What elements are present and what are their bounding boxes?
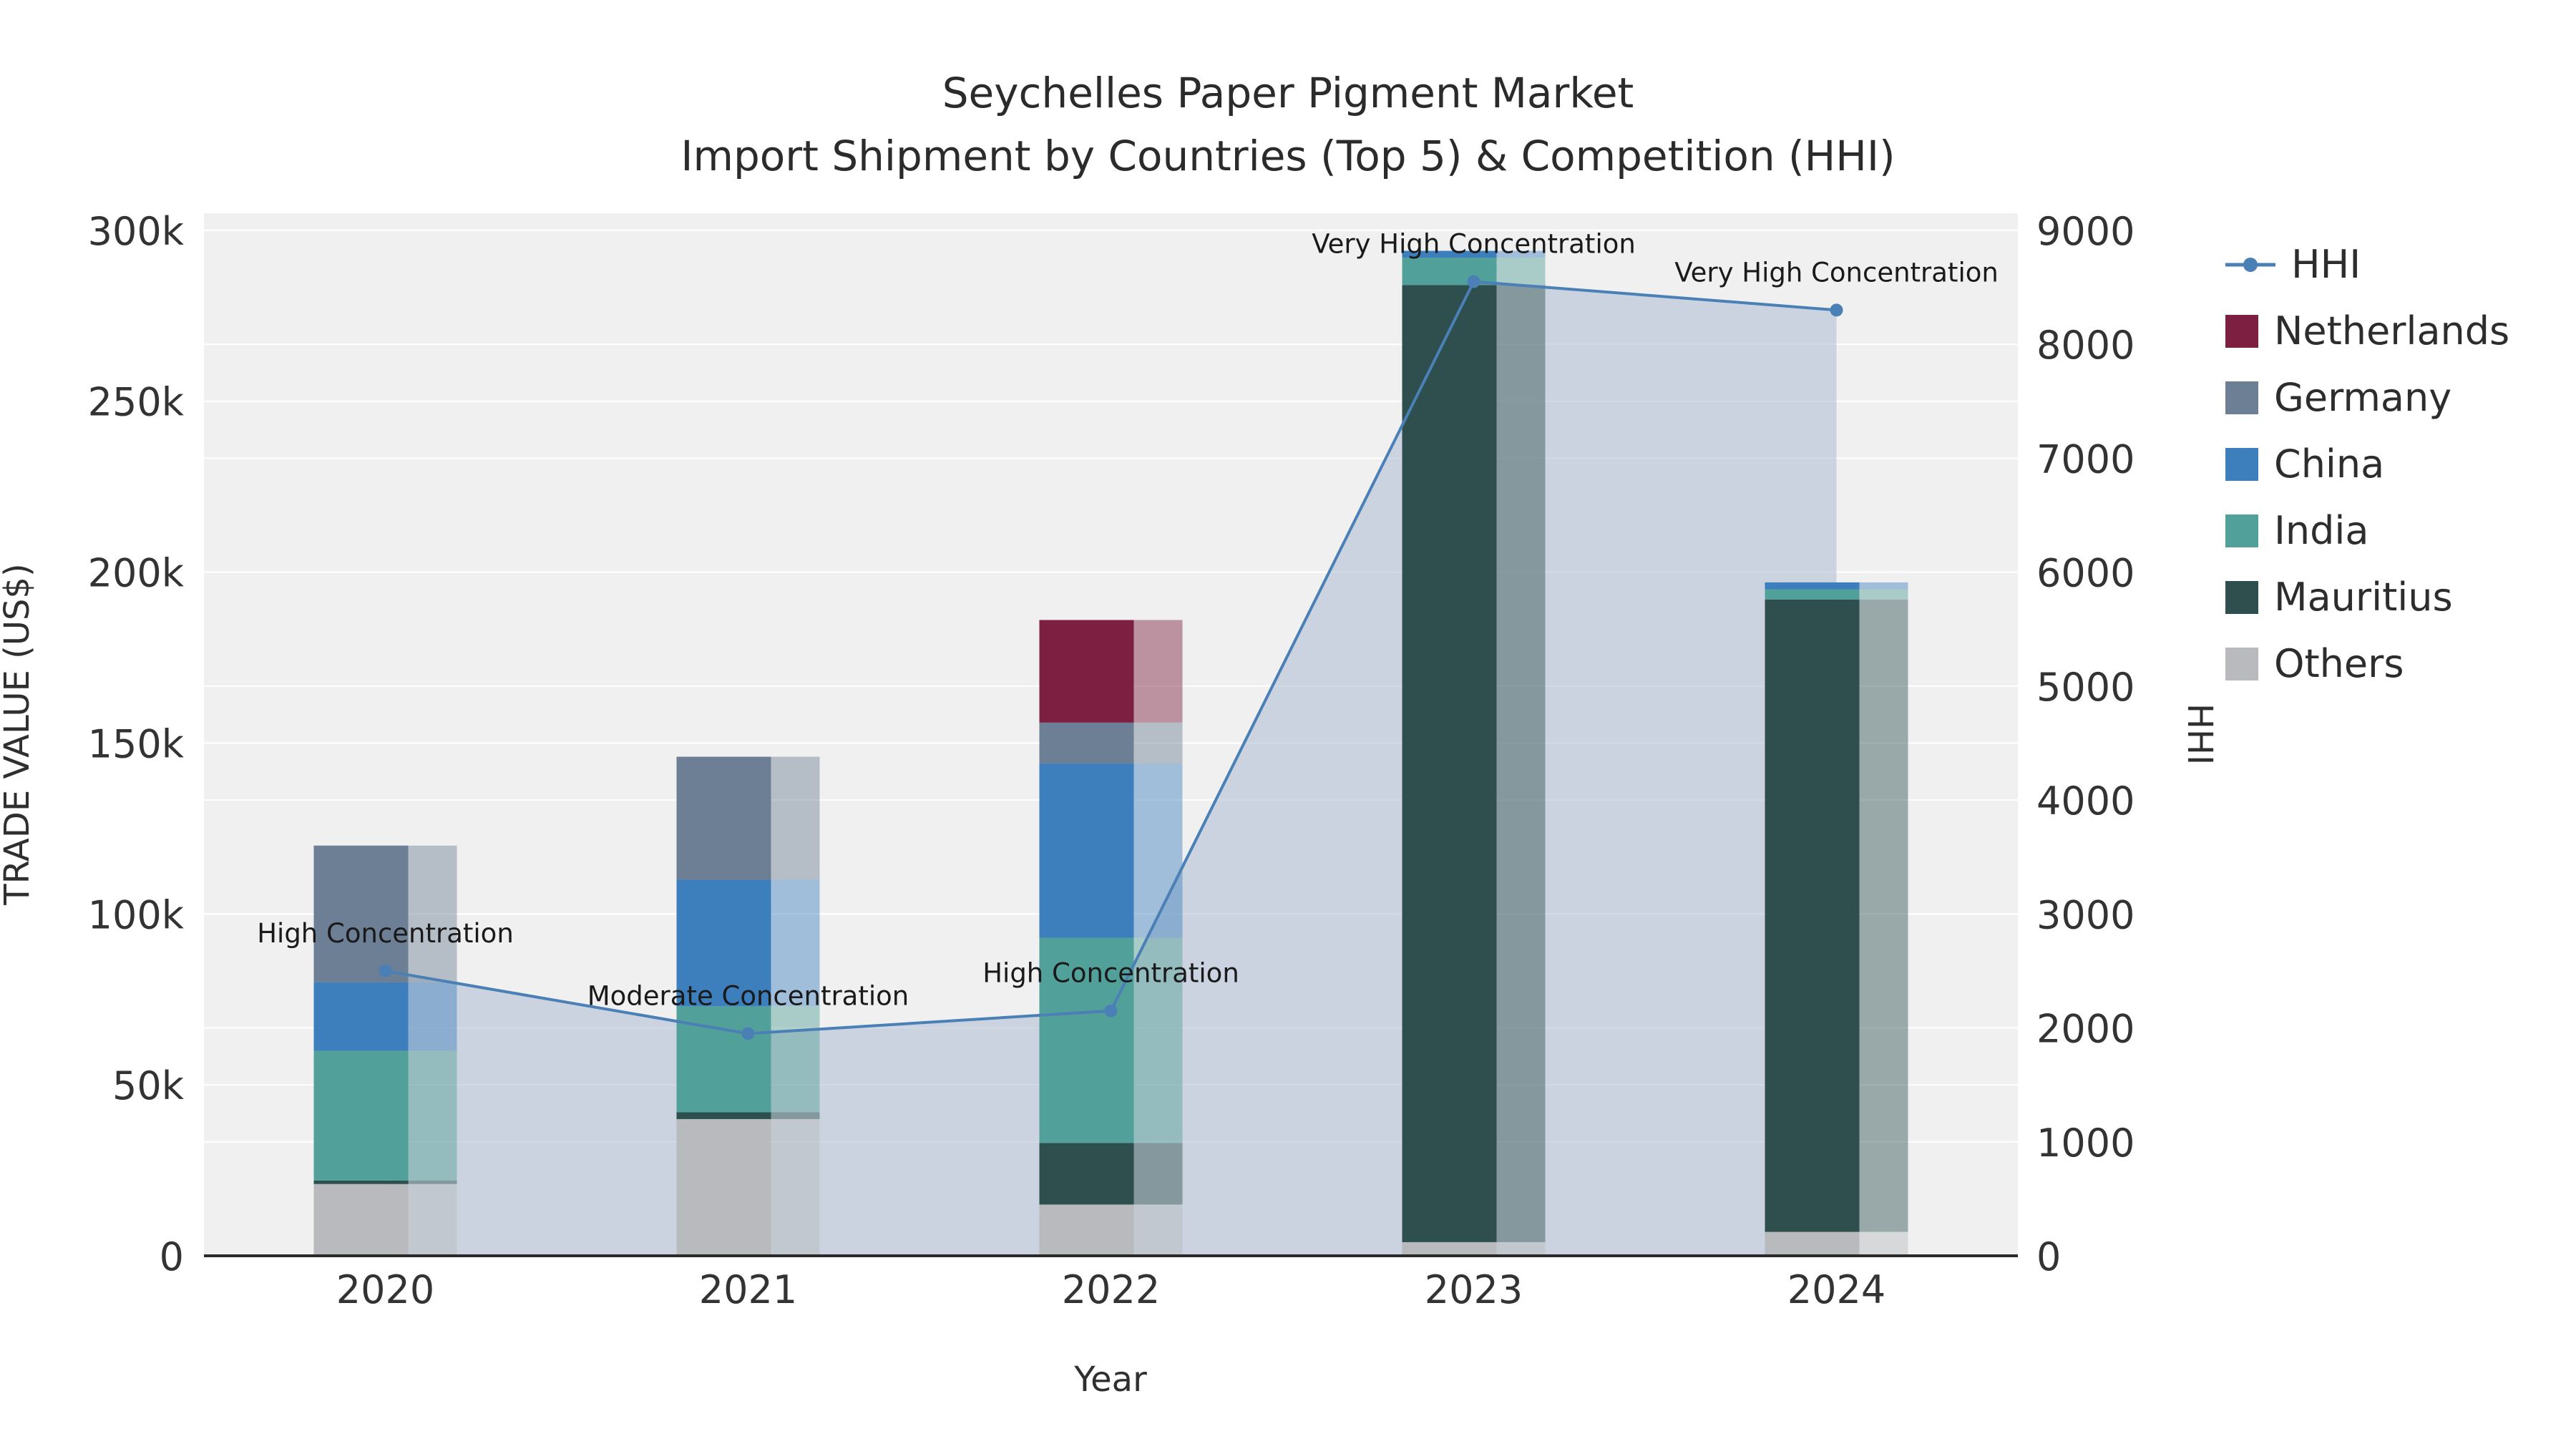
bar-mauritius-2021 — [676, 1112, 771, 1119]
chart-title-line2: Import Shipment by Countries (Top 5) & C… — [680, 132, 1896, 180]
y-left-tick-label: 50k — [112, 1063, 185, 1108]
y-right-tick-label: 4000 — [2036, 779, 2135, 824]
bar-others-2021 — [676, 1118, 771, 1256]
legend-item-germany[interactable]: Germany — [2225, 375, 2509, 420]
x-tick-label-2021: 2021 — [699, 1267, 797, 1312]
annotation-2020: High Concentration — [257, 918, 514, 949]
y-right-tick-label: 8000 — [2036, 323, 2135, 368]
bar-china-2020 — [313, 982, 409, 1051]
bar-germany-2020 — [313, 845, 409, 982]
y-left-tick-label: 200k — [88, 551, 185, 596]
bar-india-2021 — [676, 1006, 771, 1113]
y-left-tick-label: 100k — [88, 892, 185, 937]
x-tick-label-2024: 2024 — [1787, 1267, 1885, 1312]
annotation-2023: Very High Concentration — [1312, 229, 1636, 260]
legend-item-others[interactable]: Others — [2225, 641, 2509, 686]
hhi-marker-2023 — [1467, 275, 1480, 288]
bar-india-2024 — [1765, 589, 1860, 600]
legend-item-netherlands[interactable]: Netherlands — [2225, 308, 2509, 353]
legend-label: India — [2274, 508, 2369, 553]
hhi-marker-2022 — [1104, 1004, 1118, 1018]
legend-square-swatch-icon — [2225, 447, 2258, 481]
hhi-marker-2020 — [379, 964, 392, 977]
y-right-tick-label: 3000 — [2036, 892, 2135, 937]
legend-square-swatch-icon — [2225, 514, 2258, 547]
y-left-tick-label: 150k — [88, 721, 185, 766]
legend-line-swatch-icon — [2225, 257, 2275, 272]
annotation-2024: Very High Concentration — [1674, 257, 1999, 288]
y-right-tick-label: 6000 — [2036, 551, 2135, 596]
x-axis-title: Year — [1073, 1360, 1147, 1400]
legend-square-swatch-icon — [2225, 580, 2258, 614]
legend-square-swatch-icon — [2225, 647, 2258, 680]
y-left-tick-label: 300k — [88, 209, 185, 254]
legend-label: Netherlands — [2274, 308, 2510, 353]
y-right-tick-label: 0 — [2036, 1234, 2061, 1279]
y-right-tick-label: 9000 — [2036, 209, 2135, 254]
legend-label: HHI — [2291, 242, 2361, 287]
legend-square-swatch-icon — [2225, 381, 2258, 414]
y-right-tick-label: 5000 — [2036, 665, 2135, 710]
bar-mauritius-2023 — [1402, 285, 1497, 1242]
bar-netherlands-2022 — [1039, 620, 1134, 723]
x-tick-label-2023: 2023 — [1425, 1267, 1523, 1312]
legend-item-india[interactable]: India — [2225, 508, 2509, 553]
legend-item-hhi[interactable]: HHI — [2225, 242, 2509, 287]
legend-square-swatch-icon — [2225, 314, 2258, 348]
y-left-tick-label: 250k — [88, 380, 185, 425]
bar-india-2020 — [313, 1050, 409, 1181]
bar-mauritius-2022 — [1039, 1143, 1134, 1205]
annotation-2022: High Concentration — [982, 958, 1239, 989]
legend-item-mauritius[interactable]: Mauritius — [2225, 575, 2509, 620]
bar-china-2024 — [1765, 582, 1860, 590]
y-right-tick-label: 7000 — [2036, 436, 2135, 482]
bar-others-2020 — [313, 1184, 409, 1256]
bar-others-2022 — [1039, 1204, 1134, 1256]
bar-germany-2021 — [676, 756, 771, 880]
y-right-tick-label: 2000 — [2036, 1007, 2135, 1052]
y-axis-title-left: TRADE VALUE (US$) — [0, 563, 37, 905]
bar-others-2023 — [1402, 1241, 1497, 1256]
annotation-2021: Moderate Concentration — [587, 980, 909, 1011]
legend-label: Mauritius — [2274, 575, 2453, 620]
bar-mauritius-2024 — [1765, 599, 1860, 1232]
legend-label: China — [2274, 441, 2385, 487]
y-axis-title-right: HHI — [2180, 703, 2220, 765]
x-tick-label-2020: 2020 — [336, 1267, 434, 1312]
legend-label: Germany — [2274, 375, 2452, 420]
x-tick-label-2022: 2022 — [1062, 1267, 1160, 1312]
hhi-marker-2021 — [741, 1027, 755, 1040]
bar-india-2023 — [1402, 258, 1497, 286]
legend: HHI Netherlands Germany China India Mauritius… — [2225, 242, 2509, 686]
chart-title: Seychelles Paper Pigment Market Import S… — [0, 62, 2576, 187]
y-right-tick-label: 1000 — [2036, 1121, 2135, 1166]
chart-title-line1: Seychelles Paper Pigment Market — [942, 69, 1634, 117]
legend-label: Others — [2274, 641, 2404, 686]
bar-china-2022 — [1039, 763, 1134, 938]
bar-india-2022 — [1039, 937, 1134, 1143]
bar-germany-2022 — [1039, 722, 1134, 764]
hhi-marker-2024 — [1830, 303, 1843, 317]
bar-mauritius-2020 — [313, 1180, 409, 1184]
bar-china-2021 — [676, 879, 771, 1007]
bar-others-2024 — [1765, 1231, 1860, 1256]
y-left-tick-label: 0 — [160, 1234, 184, 1279]
legend-item-china[interactable]: China — [2225, 441, 2509, 487]
bar-china-2023 — [1402, 250, 1497, 258]
